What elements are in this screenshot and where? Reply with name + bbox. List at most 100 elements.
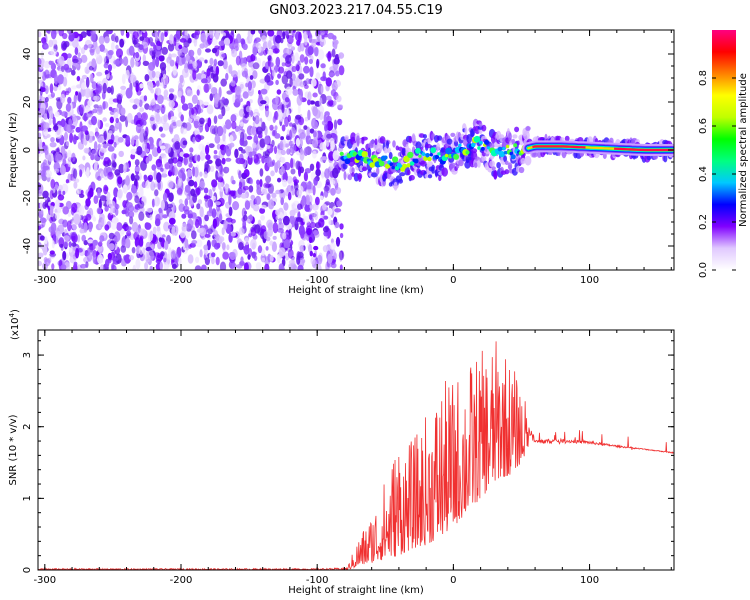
noise-speckle [265,246,269,251]
noise-speckle [70,232,76,237]
noise-speckle [108,243,115,251]
noise-speckle [283,161,291,171]
noise-speckle [261,188,268,195]
noise-speckle [311,203,319,211]
noise-speckle [313,130,317,138]
signal-halo [356,135,360,146]
noise-speckle [168,217,176,225]
noise-speckle [128,255,135,261]
noise-speckle [267,227,273,237]
signal-core [409,161,415,166]
noise-speckle [218,45,225,51]
noise-speckle [44,258,51,267]
noise-speckle [116,93,123,101]
noise-speckle [85,198,91,207]
noise-speckle [117,136,124,143]
noise-speckle [54,152,61,163]
noise-speckle [103,157,111,165]
noise-speckle [57,74,65,85]
noise-speckle [297,264,304,270]
snr-panel: -300 -200 -100 0 100 0 1 2 3 Height of straight … [8,309,675,596]
noise-speckle [104,205,109,212]
noise-speckle [124,207,130,217]
signal-halo [478,122,483,128]
noise-speckle [97,254,104,264]
noise-speckle [49,142,57,148]
noise-speckle [339,264,343,270]
noise-speckle [79,106,84,115]
noise-speckle [72,134,77,145]
noise-speckle [49,205,54,211]
noise-speckle [108,130,113,135]
noise-speckle [313,177,318,186]
noise-speckle [81,74,88,80]
noise-speckle [162,192,168,202]
noise-speckle [162,122,170,131]
noise-speckle [157,180,161,190]
noise-speckle [229,142,235,148]
noise-speckle [211,208,217,219]
noise-speckle [337,104,344,109]
noise-speckle [210,87,218,94]
noise-speckle [130,148,137,155]
noise-speckle [161,55,165,61]
noise-speckle [332,167,339,179]
noise-speckle [259,179,263,188]
noise-speckle [267,49,274,56]
noise-speckle [259,138,266,149]
noise-speckle [275,189,281,195]
noise-speckle [199,43,205,49]
signal-halo [398,178,403,184]
noise-speckle [149,116,155,122]
noise-speckle [318,218,325,228]
noise-speckle [303,125,308,130]
noise-speckle [319,37,326,47]
noise-speckle [226,244,230,251]
noise-speckle [190,188,196,197]
noise-speckle [308,137,312,145]
noise-speckle [327,99,334,106]
noise-speckle [266,193,271,201]
noise-speckle [334,208,342,213]
noise-speckle [280,149,286,156]
noise-speckle [321,35,325,40]
noise-speckle [115,117,119,124]
noise-speckle [156,172,162,183]
noise-speckle [242,219,247,230]
noise-speckle [168,93,174,101]
noise-speckle [73,181,78,189]
y-tick-label: 2 [22,424,33,430]
noise-speckle [328,217,332,226]
noise-speckle [134,166,141,172]
signal-core [513,143,518,148]
noise-speckle [160,107,165,113]
noise-speckle [151,70,156,79]
noise-speckle [142,141,148,151]
noise-speckle [72,58,79,64]
signal-halo [504,160,509,165]
noise-speckle [39,107,45,115]
signal-core [415,147,421,154]
noise-speckle [135,51,140,59]
noise-speckle [125,87,133,99]
signal-halo [392,140,396,148]
noise-speckle [47,152,54,162]
noise-speckle [137,200,145,209]
noise-speckle [289,214,295,225]
noise-speckle [295,137,301,147]
noise-speckle [177,178,183,187]
noise-speckle [172,157,178,164]
noise-speckle [99,264,105,270]
noise-speckle [224,106,230,112]
noise-speckle [91,115,97,126]
noise-speckle [305,78,310,85]
noise-speckle [332,150,340,161]
noise-speckle [154,218,161,227]
noise-speckle [191,106,198,116]
noise-speckle [304,38,308,46]
noise-speckle [184,184,191,193]
noise-speckle [221,96,226,104]
noise-speckle [204,233,211,238]
noise-speckle [110,85,114,95]
noise-speckle [79,205,85,216]
